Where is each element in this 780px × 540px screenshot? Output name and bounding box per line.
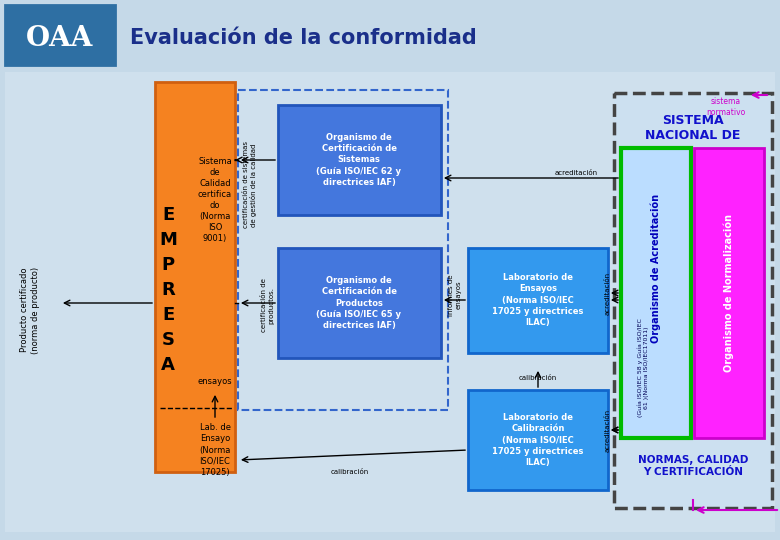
Text: Organismo de
Certificación de
Sistemas
(Guía ISO/IEC 62 y
directrices IAF): Organismo de Certificación de Sistemas (… bbox=[317, 133, 402, 187]
Bar bbox=[468, 248, 608, 353]
Bar bbox=[5, 72, 775, 532]
Text: certificación de sistemas
de gestión de la calidad: certificación de sistemas de gestión de … bbox=[243, 141, 257, 228]
Text: ensayos: ensayos bbox=[197, 377, 232, 387]
Bar bbox=[155, 82, 235, 472]
Text: E
M
P
R
E
S
A: E M P R E S A bbox=[159, 206, 177, 374]
Bar bbox=[468, 390, 608, 490]
Text: Producto certificado
(norma de producto): Producto certificado (norma de producto) bbox=[20, 266, 40, 354]
Text: Laboratorio de
Calibración
(Norma ISO/IEC
17025 y directrices
ILAC): Laboratorio de Calibración (Norma ISO/IE… bbox=[492, 413, 583, 467]
Text: acreditación: acreditación bbox=[605, 408, 611, 451]
Text: informes de
ensayos: informes de ensayos bbox=[448, 274, 462, 316]
Text: acreditación: acreditación bbox=[555, 170, 598, 176]
Text: SISTEMA
NACIONAL DE: SISTEMA NACIONAL DE bbox=[645, 114, 741, 142]
Text: (Guía ISO/IEC 58 y Guía ISO/IEC
61 )(Norma ISO/IEC17011): (Guía ISO/IEC 58 y Guía ISO/IEC 61 )(Nor… bbox=[637, 319, 649, 417]
Text: acreditación: acreditación bbox=[605, 272, 611, 315]
Text: certificación de
productos.: certificación de productos. bbox=[261, 278, 275, 332]
Text: calibración: calibración bbox=[331, 469, 369, 475]
Text: Lab. de
Ensayo
(Norma
ISO/IEC
17025): Lab. de Ensayo (Norma ISO/IEC 17025) bbox=[200, 423, 231, 477]
Text: sistema
normativo: sistema normativo bbox=[707, 97, 746, 117]
Text: Organismo de Acreditación: Organismo de Acreditación bbox=[651, 193, 661, 342]
Bar bbox=[278, 248, 441, 358]
Bar bbox=[694, 148, 764, 438]
Text: Laboratorio de
Ensayos
(Norma ISO/IEC
17025 y directrices
ILAC): Laboratorio de Ensayos (Norma ISO/IEC 17… bbox=[492, 273, 583, 327]
Text: NORMAS, CALIDAD
Y CERTIFICACIÓN: NORMAS, CALIDAD Y CERTIFICACIÓN bbox=[638, 455, 748, 477]
Text: Sistema
de
Calidad
certifica
do
(Norma
ISO
9001): Sistema de Calidad certifica do (Norma I… bbox=[198, 157, 232, 244]
Bar bbox=[621, 148, 691, 438]
Text: OAA: OAA bbox=[27, 24, 94, 51]
Bar bbox=[5, 5, 115, 65]
Text: Evaluación de la conformidad: Evaluación de la conformidad bbox=[130, 28, 477, 48]
Text: Organismo de
Certificación de
Productos
(Guía ISO/IEC 65 y
directrices IAF): Organismo de Certificación de Productos … bbox=[317, 276, 402, 330]
Text: calibración: calibración bbox=[519, 375, 557, 381]
Bar bbox=[238, 90, 448, 410]
Bar bbox=[614, 93, 772, 508]
Text: Organismo de Normalización: Organismo de Normalización bbox=[724, 214, 734, 372]
Bar bbox=[278, 105, 441, 215]
